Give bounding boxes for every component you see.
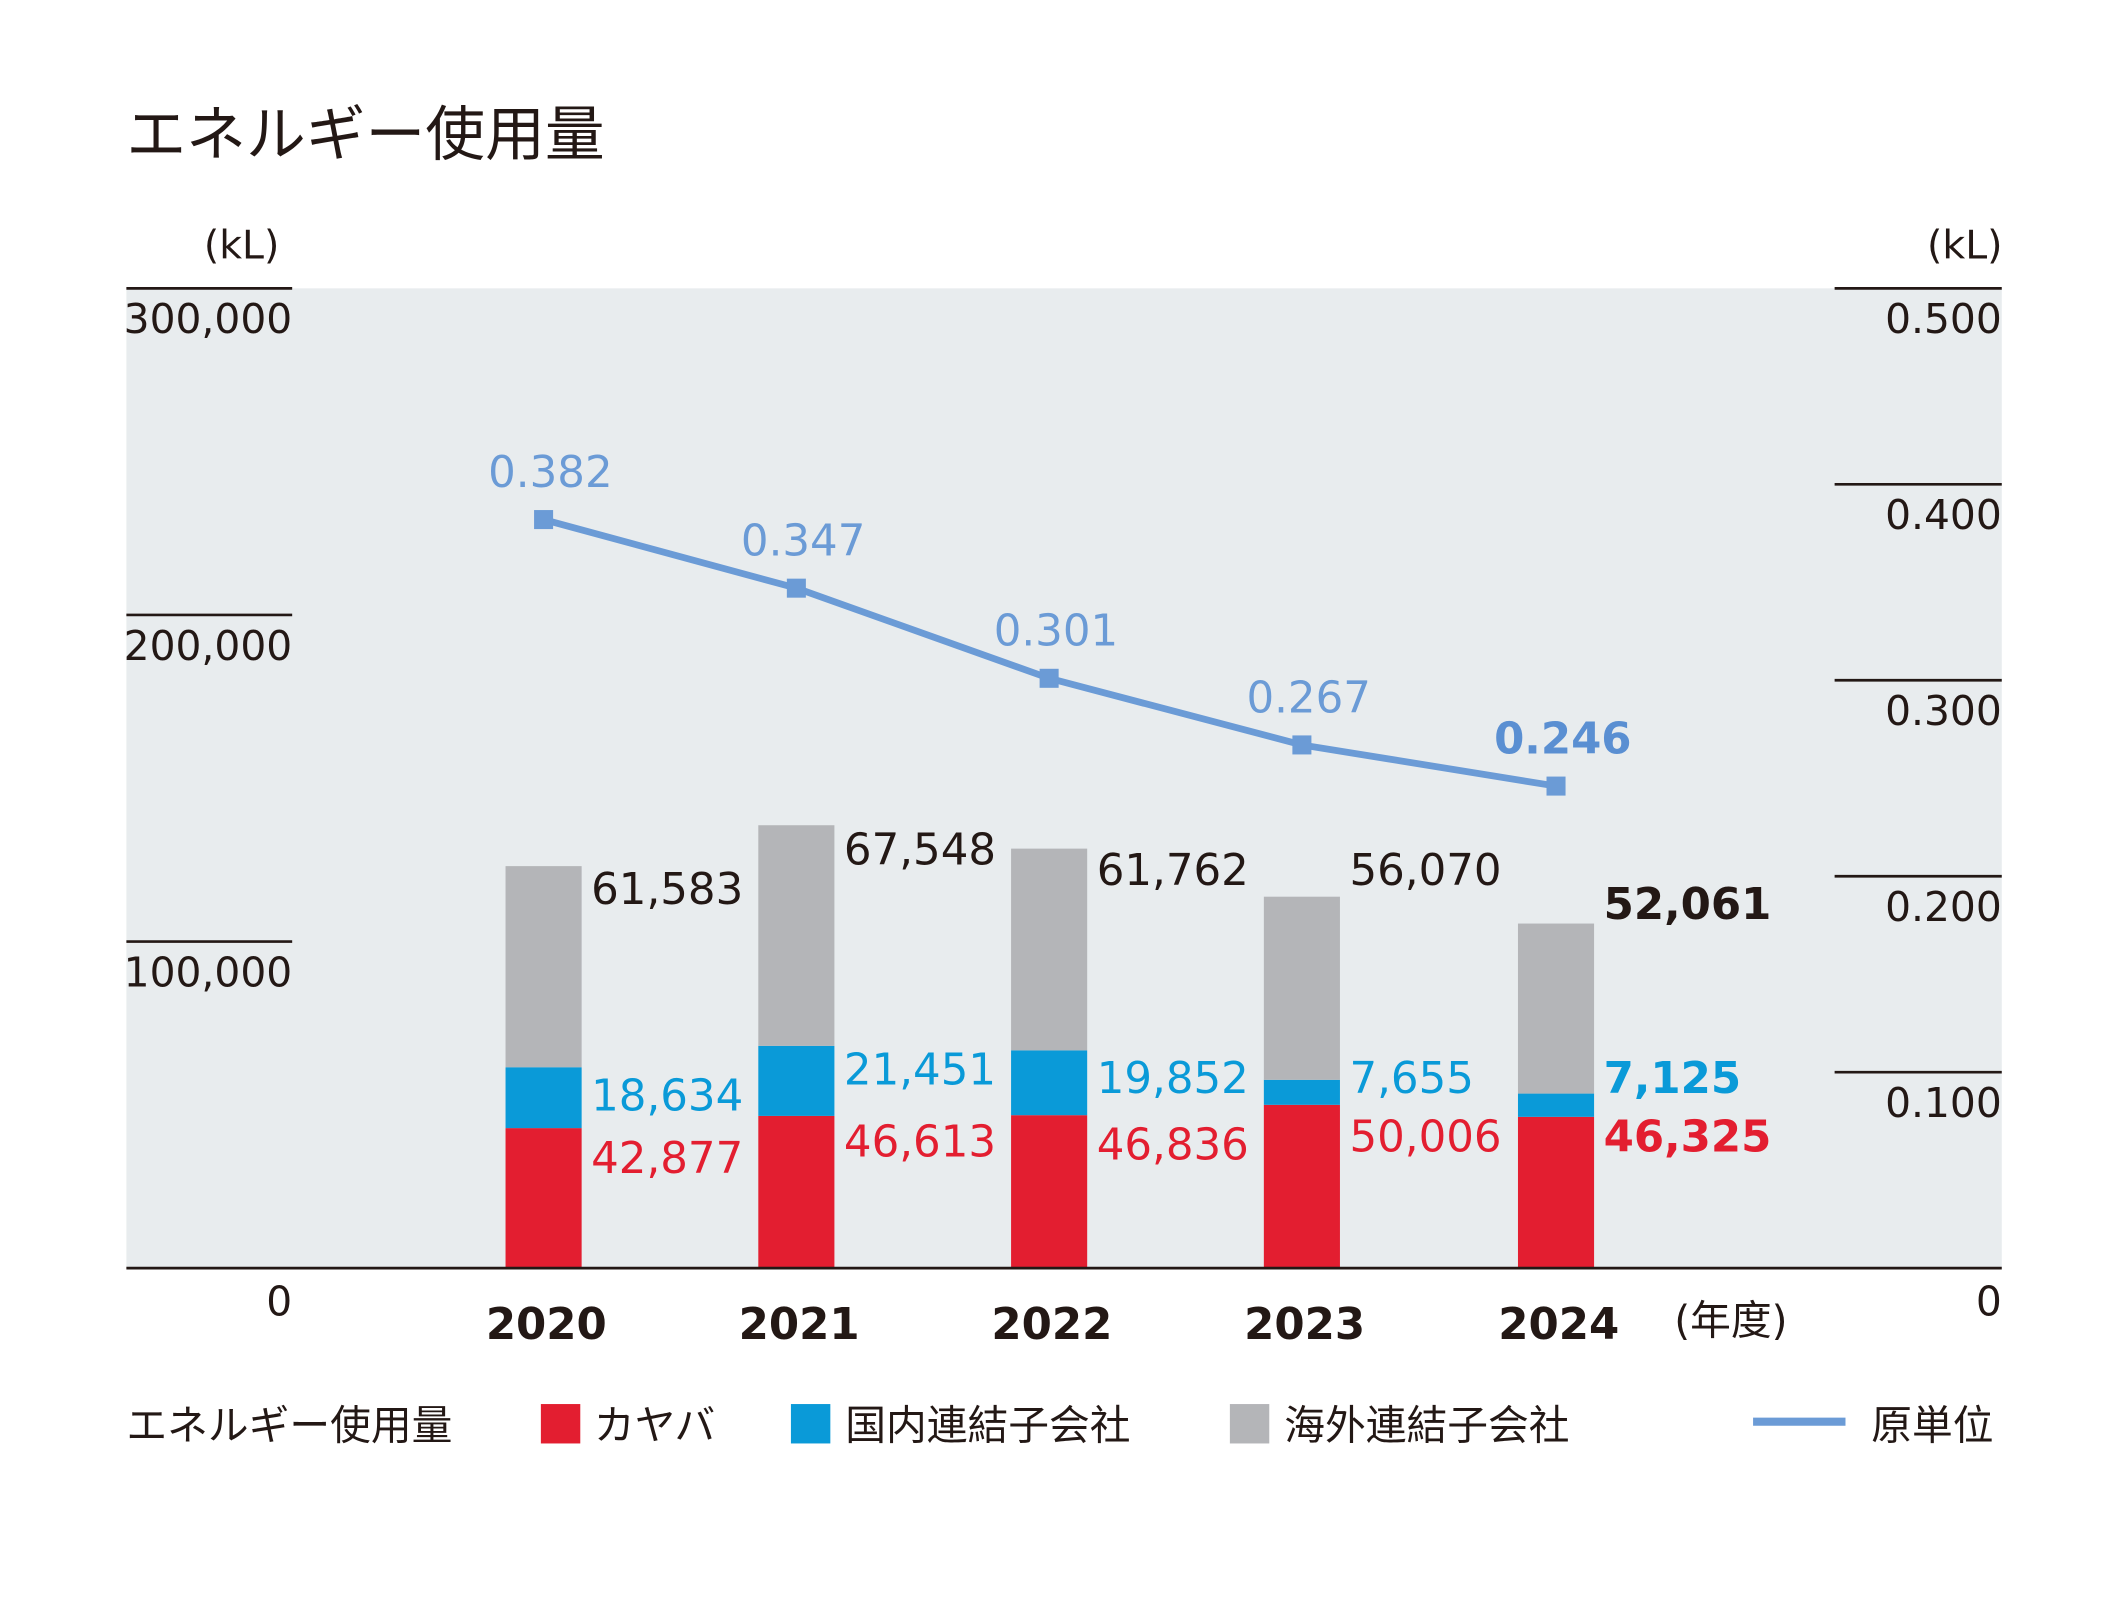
data-label-overseas: 61,583 — [591, 865, 743, 915]
right-tick-label: 0.400 — [1885, 491, 2002, 539]
left-tick-label: 300,000 — [124, 295, 293, 343]
right-tick-label: 0.300 — [1885, 687, 2002, 735]
data-label-kayaba: 46,325 — [1604, 1112, 1772, 1162]
right-tick-label: 0.200 — [1885, 883, 2002, 931]
intensity-marker — [786, 578, 806, 598]
intensity-label: 0.246 — [1494, 714, 1631, 764]
data-label-overseas: 56,070 — [1349, 846, 1501, 896]
left-tick-label: 0 — [266, 1278, 292, 1326]
bar-kayaba-2024 — [1517, 1116, 1595, 1269]
data-label-overseas: 52,061 — [1604, 880, 1772, 930]
data-label-domestic: 7,125 — [1604, 1054, 1742, 1104]
data-label-domestic: 19,852 — [1097, 1054, 1249, 1104]
data-label-domestic: 18,634 — [591, 1072, 743, 1122]
intensity-label: 0.382 — [488, 448, 612, 498]
bar-domestic-2021 — [758, 1045, 835, 1116]
legend: エネルギー使用量 カヤバ 国内連結子会社 海外連結子会社 原単位 — [126, 1401, 1993, 1449]
intensity-marker — [1292, 735, 1312, 755]
legend-swatch-kayaba — [540, 1404, 581, 1444]
intensity-marker — [1039, 668, 1059, 688]
right-tick-label: 0 — [1976, 1278, 2002, 1326]
bar-overseas-2022 — [1011, 848, 1088, 1051]
right-axis-unit: (kL) — [1927, 222, 2003, 268]
intensity-marker — [534, 510, 554, 530]
left-axis-unit: (kL) — [204, 222, 280, 268]
legend-label-domestic: 国内連結子会社 — [845, 1401, 1130, 1449]
data-label-overseas: 61,762 — [1097, 846, 1249, 896]
x-tick-label: 2024 — [1498, 1300, 1619, 1350]
right-tick-label: 0.100 — [1885, 1079, 2002, 1127]
data-label-kayaba: 50,006 — [1349, 1112, 1501, 1162]
right-tick-label: 0.500 — [1885, 295, 2002, 343]
intensity-marker — [1546, 776, 1566, 796]
x-tick-label: 2021 — [739, 1300, 860, 1350]
legend-label-kayaba: カヤバ — [594, 1401, 715, 1449]
legend-swatch-domestic — [790, 1404, 831, 1444]
legend-title: エネルギー使用量 — [126, 1401, 452, 1449]
x-tick-label: 2020 — [486, 1300, 607, 1350]
intensity-label: 0.267 — [1246, 673, 1370, 723]
left-tick-label: 200,000 — [124, 622, 293, 670]
chart-title: エネルギー使用量 — [126, 101, 604, 170]
data-label-domestic: 7,655 — [1349, 1054, 1473, 1104]
bar-domestic-2020 — [505, 1067, 582, 1129]
bar-kayaba-2023 — [1263, 1104, 1340, 1269]
x-tick-label: 2023 — [1244, 1300, 1365, 1350]
bar-domestic-2024 — [1517, 1093, 1595, 1117]
intensity-label: 0.301 — [994, 607, 1118, 657]
data-label-kayaba: 42,877 — [591, 1134, 743, 1184]
bar-overseas-2024 — [1517, 923, 1595, 1094]
data-label-overseas: 67,548 — [844, 826, 996, 876]
data-label-kayaba: 46,613 — [844, 1118, 996, 1168]
legend-swatch-overseas — [1229, 1404, 1270, 1444]
data-label-domestic: 21,451 — [844, 1046, 996, 1096]
bar-kayaba-2021 — [758, 1115, 835, 1269]
x-axis-unit: (年度) — [1674, 1297, 1787, 1345]
bar-overseas-2021 — [758, 825, 835, 1046]
data-label-kayaba: 46,836 — [1097, 1120, 1249, 1170]
bar-domestic-2023 — [1263, 1079, 1340, 1105]
bar-domestic-2022 — [1011, 1050, 1088, 1116]
bar-kayaba-2020 — [505, 1128, 582, 1269]
bar-overseas-2023 — [1263, 896, 1340, 1080]
x-tick-label: 2022 — [991, 1300, 1112, 1350]
bar-kayaba-2022 — [1011, 1115, 1088, 1269]
legend-label-intensity: 原単位 — [1871, 1401, 1993, 1449]
legend-label-overseas: 海外連結子会社 — [1284, 1401, 1569, 1449]
intensity-label: 0.347 — [741, 517, 865, 567]
bar-overseas-2020 — [505, 866, 582, 1068]
left-tick-label: 100,000 — [124, 948, 293, 996]
